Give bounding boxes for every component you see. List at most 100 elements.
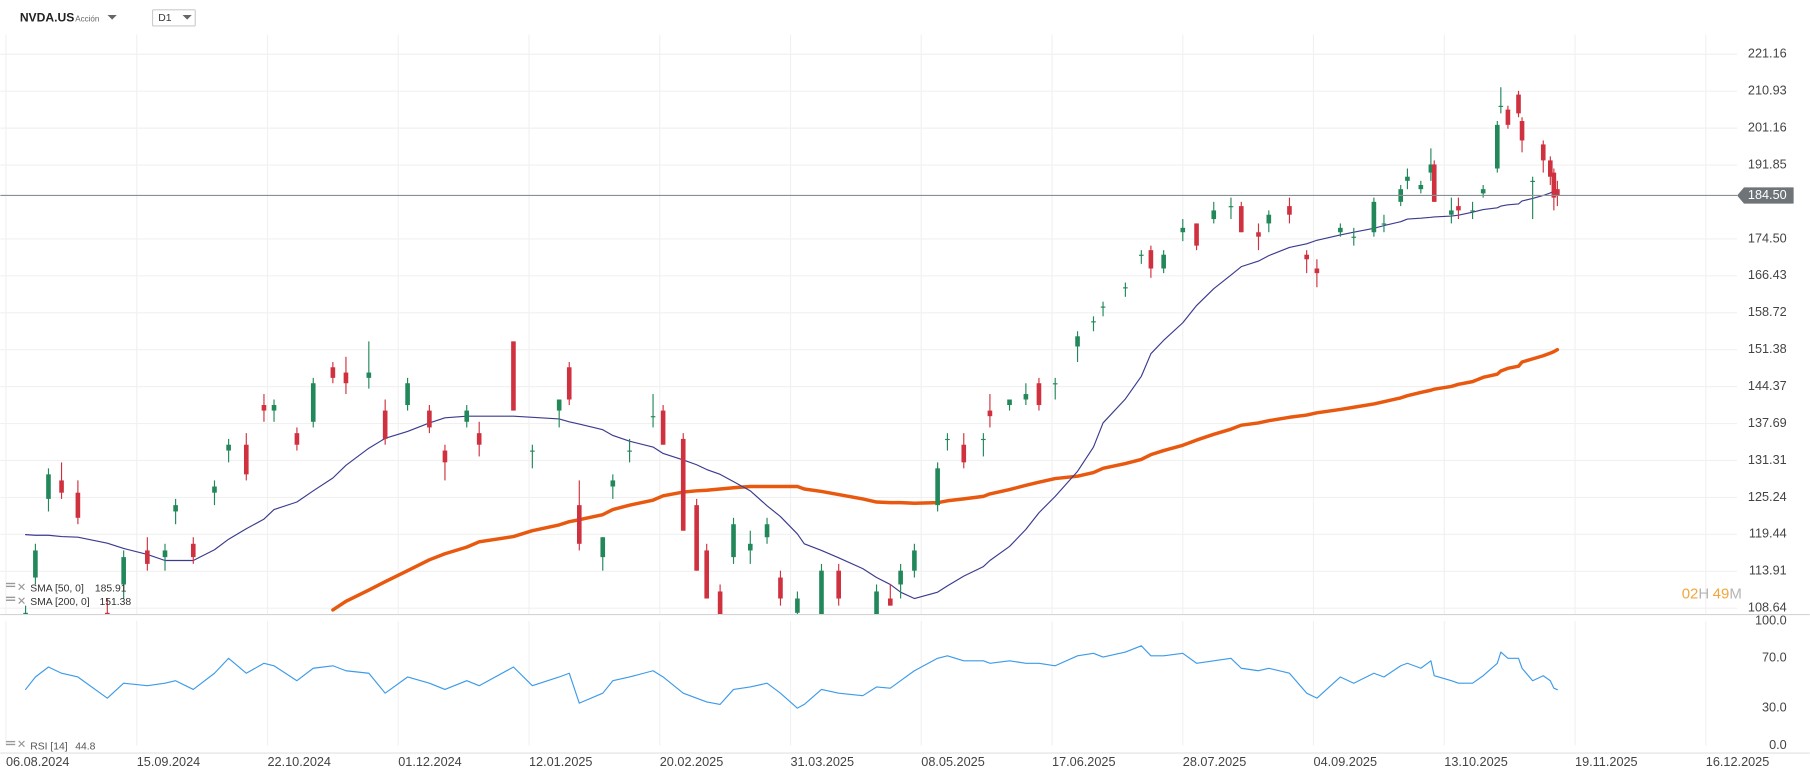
candle-body [731,524,736,558]
candle-body [105,612,110,614]
candle-body [912,550,917,571]
candle-body [898,570,903,585]
candle-body [717,591,723,614]
candle-body [59,480,64,493]
timeframe[interactable]: D1 [158,13,171,24]
candle-body [874,591,879,614]
x-tick-label: 20.02.2025 [660,755,724,769]
y-tick-label: 210.93 [1748,84,1787,98]
candle-body [1418,184,1424,190]
y-tick-label: 137.69 [1748,416,1787,430]
candle-body [600,537,606,558]
candle-body [442,450,448,463]
candle-body [1194,223,1199,246]
candle-body [747,543,753,551]
x-tick-label: 19.11.2025 [1575,755,1638,769]
x-tick-label: 22.10.2024 [267,755,330,769]
candle-body [981,438,986,441]
y-tick-label: 151.38 [1748,342,1787,356]
candle-body [162,550,168,558]
x-tick-label: 31.03.2025 [791,755,855,769]
candle-body [382,410,388,439]
candle-body [1180,227,1186,233]
candle-body [1516,94,1521,114]
candle-body [310,383,316,422]
candle-body [1023,394,1029,400]
sma50-legend[interactable]: SMA [50, 0] 185.91 [5,582,127,595]
y-tick-label: 30.0 [1762,700,1787,714]
legend-close[interactable] [18,583,25,591]
candle-body [330,367,336,378]
asset-type: Acción [75,15,99,24]
candle-body [1555,189,1560,196]
y-tick-label: 166.43 [1748,268,1787,282]
sma200-legend[interactable]: SMA [200, 0] 151.38 [5,596,131,609]
legend-close[interactable] [18,597,25,604]
candle-body [212,486,217,493]
candle-body [1498,105,1504,107]
symbol-dropdown[interactable] [107,15,117,20]
timeframe-dropdown[interactable] [182,15,192,20]
candle-body [1100,306,1106,308]
countdown-minutes: 49 [1713,585,1730,602]
legend-close[interactable] [18,740,25,748]
candle-body [1287,206,1292,215]
candle-body [464,410,470,422]
rsi-legend[interactable]: RSI [14] 44.8 [5,740,96,753]
candle-body [1211,210,1217,220]
candle-body [405,383,410,406]
candle-body [1091,321,1096,323]
legend-icon [5,599,16,601]
candle-body [226,444,231,451]
candle-body [1238,206,1244,233]
candle-body [121,557,126,585]
candle-body [945,438,950,441]
candle-body [1036,383,1042,406]
candle-body [1161,254,1166,269]
candle-body [1431,164,1437,202]
candle-body [33,550,38,578]
candle-body [836,570,841,599]
candle-body [145,550,150,564]
legend-name: SMA [200, 0] [30,597,90,608]
candle-body [1052,383,1058,385]
candle-body [1075,336,1080,347]
legend-icon [5,740,16,743]
candle-body [46,474,51,499]
price-pane [0,87,1738,614]
timeframe-box[interactable] [151,9,196,27]
candle-body [530,450,535,452]
y-tick-label: 70.0 [1762,651,1787,665]
candle-body [1228,206,1234,208]
x-tick-label: 06.08.2024 [6,755,70,769]
series-line [25,645,1558,709]
last-price-tag [1737,187,1794,204]
series-line [331,347,1560,612]
candle-body [1480,189,1486,194]
symbol[interactable]: NVDA.US [20,11,75,25]
x-tick-label: 13.10.2025 [1444,755,1508,769]
candle-body [1371,201,1377,233]
candle-body [1304,254,1309,260]
candle-body [650,416,656,418]
legend-value: 44.8 [75,741,95,752]
x-tick-label: 01.12.2024 [398,755,462,769]
y-tick-label: 174.50 [1748,231,1787,245]
grid [0,34,1738,746]
candle-body [1266,214,1272,224]
candle-body [764,524,770,538]
candle-body [1505,109,1511,125]
candle-body [1449,210,1454,215]
candle-countdown: 02H 49M [1682,585,1742,602]
axes: 06.08.2024 15.09.2024 22.10.2024 01.12.2024… [6,47,1794,769]
legend-value: 151.38 [99,597,131,608]
candle-body [1519,121,1525,141]
candle-body [427,410,432,428]
candle-body [1548,160,1553,177]
y-tick-label: 108.64 [1748,601,1787,615]
candle-body [576,505,582,544]
candle-body [694,505,699,571]
candle-body [1148,250,1154,269]
candle-body [173,505,178,512]
candle-body [1551,172,1557,198]
